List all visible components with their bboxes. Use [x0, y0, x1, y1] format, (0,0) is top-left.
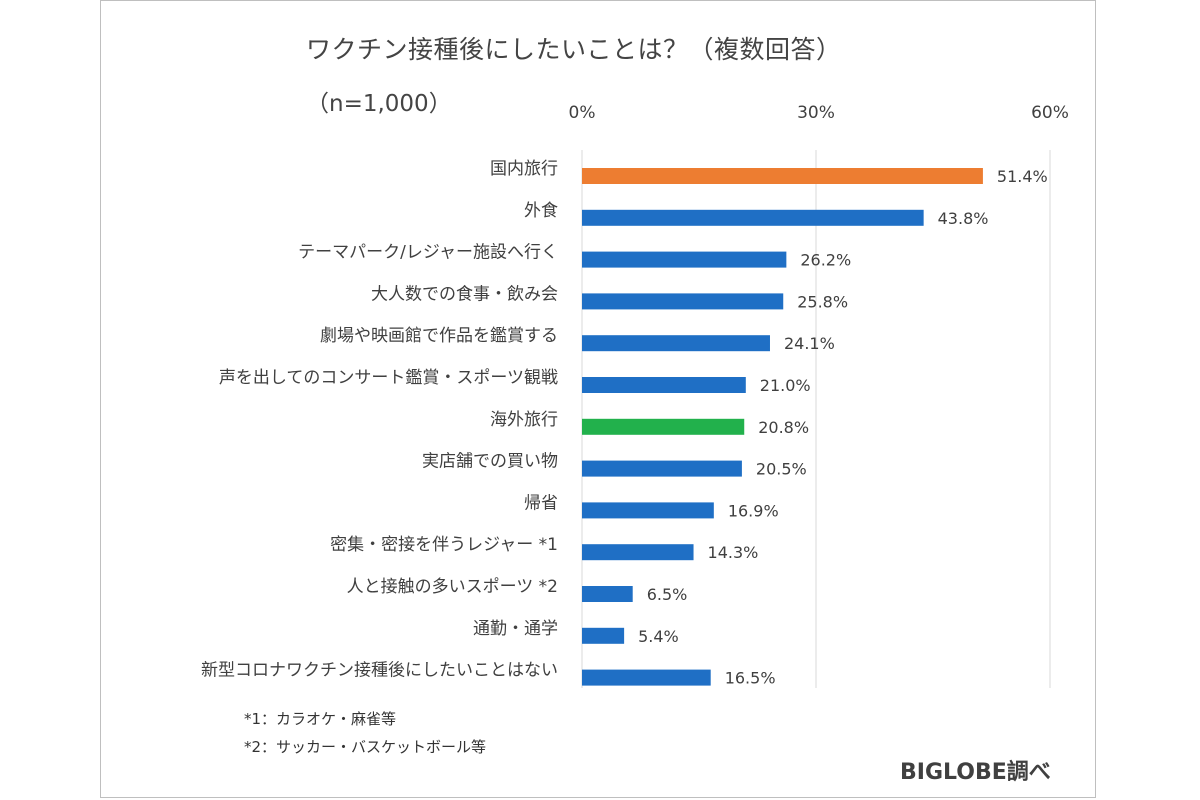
category-label: 外食 [524, 201, 558, 221]
value-label: 43.8% [938, 209, 989, 228]
bar [582, 168, 983, 184]
bar [582, 586, 633, 602]
category-label: 劇場や映画館で作品を鑑賞する [320, 326, 558, 346]
chart-subtitle: （n=1,000） [306, 91, 452, 117]
value-label: 14.3% [708, 543, 759, 562]
category-label: テーマパーク/レジャー施設へ行く [298, 243, 558, 263]
x-axis-ticks: 0% 30% 60% [569, 103, 1069, 123]
bar [582, 335, 770, 352]
category-label: 声を出してのコンサート鑑賞・スポーツ観戦 [219, 368, 558, 388]
category-label: 新型コロナワクチン接種後にしたいことはない [201, 661, 558, 681]
bar [582, 627, 625, 644]
bars [582, 168, 983, 686]
bar [582, 544, 694, 561]
category-label: 人と接触の多いスポーツ *2 [347, 577, 558, 597]
chart-frame [100, 0, 1096, 798]
category-label: 通勤・通学 [473, 619, 558, 639]
category-label: 大人数での食事・飲み会 [371, 284, 558, 304]
bar [582, 377, 746, 393]
value-label: 25.8% [797, 292, 848, 311]
chart-title: ワクチン接種後にしたいことは？（複数回答） [306, 35, 842, 64]
category-label: 実店舗での買い物 [422, 452, 558, 472]
value-label: 51.4% [997, 167, 1048, 186]
value-label: 24.1% [784, 334, 835, 353]
value-label: 21.0% [760, 376, 811, 395]
x-tick-label: 0% [569, 103, 596, 123]
value-label: 16.9% [728, 501, 779, 520]
footnote-2: *2：サッカー・バスケットボール等 [244, 738, 487, 756]
bar [582, 293, 784, 310]
value-label: 26.2% [800, 251, 851, 270]
value-label: 20.5% [756, 460, 807, 479]
bar [582, 209, 924, 226]
bar [582, 669, 711, 686]
category-label: 帰省 [524, 493, 558, 513]
footnote-1: *1：カラオケ・麻雀等 [244, 710, 397, 728]
category-labels: 国内旅行外食テーマパーク/レジャー施設へ行く大人数での食事・飲み会劇場や映画館で… [201, 159, 558, 681]
bar [582, 251, 787, 268]
value-label: 16.5% [725, 669, 776, 688]
source-credit: BIGLOBE調べ [900, 760, 1051, 785]
category-label: 密集・密接を伴うレジャー *1 [330, 535, 558, 555]
value-label: 20.8% [758, 418, 809, 437]
x-tick-label: 60% [1031, 103, 1069, 123]
value-label: 6.5% [647, 585, 688, 604]
bar [582, 418, 745, 435]
bar [582, 460, 742, 477]
bar [582, 502, 714, 519]
value-labels: 51.4% 43.8% 26.2% 25.8% 24.1% 21.0% 20.8% 20.5%… [638, 167, 1048, 688]
x-tick-label: 30% [797, 103, 835, 123]
category-label: 国内旅行 [490, 159, 558, 179]
category-label: 海外旅行 [490, 410, 558, 430]
value-label: 5.4% [638, 627, 679, 646]
